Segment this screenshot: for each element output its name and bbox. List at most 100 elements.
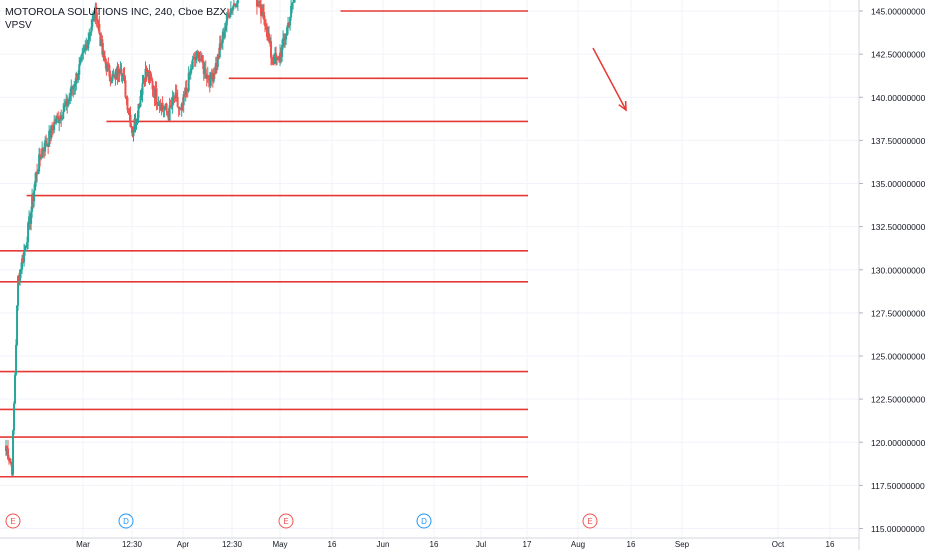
candle-body: [146, 71, 149, 76]
candle-body: [263, 19, 266, 27]
candle-body: [216, 54, 219, 67]
candle-body: [22, 258, 25, 263]
candle-body: [108, 65, 111, 77]
candle-body: [129, 114, 132, 128]
candle-body: [282, 38, 285, 46]
earnings-marker: [582, 513, 598, 529]
earnings-marker-label: E: [587, 517, 592, 526]
candle-body: [200, 55, 203, 61]
candle-body: [285, 35, 288, 40]
candle-body: [73, 86, 76, 88]
candle-body: [31, 196, 34, 212]
candle-body: [69, 95, 72, 98]
candle-body: [78, 64, 81, 75]
candle-body: [91, 19, 94, 28]
candle-body: [209, 72, 212, 86]
candle-body: [162, 106, 165, 110]
time-axis-label: Jul: [476, 540, 486, 549]
candle-body: [226, 13, 229, 15]
candle-body: [280, 52, 283, 57]
candle-body: [169, 105, 172, 107]
candle-body: [95, 6, 98, 19]
candle-body: [26, 242, 29, 247]
earnings-marker: [5, 513, 21, 529]
candle-body: [203, 68, 206, 74]
time-axis-label: 16: [826, 540, 835, 549]
candle-body: [236, 0, 239, 4]
candle-body: [124, 80, 127, 98]
candle-body: [157, 104, 160, 106]
candle-body: [291, 2, 294, 6]
candle-body: [120, 69, 123, 76]
candle-body: [131, 128, 134, 136]
candle-body: [13, 403, 16, 431]
candle-body: [41, 148, 44, 158]
candle-body: [90, 27, 93, 33]
candle-body: [189, 69, 192, 75]
candle-body: [219, 43, 222, 45]
candle-body: [111, 73, 114, 82]
price-axis-label: 135.00000000: [871, 179, 926, 189]
candle-body: [193, 56, 196, 60]
candle-body: [199, 59, 202, 61]
candle-body: [178, 108, 181, 110]
price-axis-label: 142.50000000: [871, 50, 926, 60]
candle-body: [181, 103, 184, 106]
price-axis-label: 122.50000000: [871, 395, 926, 405]
candle-body: [16, 305, 19, 345]
forecast-arrow-head: [618, 100, 627, 112]
candle-body: [87, 39, 90, 49]
candle-body: [66, 98, 69, 106]
candle-body: [186, 89, 189, 91]
candle-body: [271, 57, 274, 59]
candle-body: [100, 39, 103, 47]
candle-body: [202, 63, 205, 74]
candle-body: [212, 73, 215, 82]
candle-body: [103, 51, 106, 59]
candle-body: [33, 190, 36, 202]
candle-body: [112, 73, 115, 76]
forecast-arrow-line: [592, 47, 627, 111]
candle-body: [46, 144, 49, 146]
candle-body: [168, 105, 171, 121]
candle-body: [18, 275, 21, 281]
price-axis-label: 130.00000000: [871, 265, 926, 275]
candle-body: [132, 130, 135, 136]
candle-body: [121, 73, 124, 76]
candle-body: [138, 103, 141, 107]
candle-body: [70, 86, 73, 96]
candle-body: [217, 54, 220, 58]
price-axis-label: 115.00000000: [871, 524, 925, 534]
candle-body: [150, 76, 153, 81]
candle-body: [257, 4, 260, 6]
dividend-marker-label: D: [421, 517, 427, 526]
earnings-marker: [278, 513, 294, 529]
candle-body: [232, 3, 235, 7]
candle-body: [45, 140, 48, 146]
candle-body: [92, 15, 95, 20]
candle-body: [37, 171, 40, 174]
candle-body: [52, 129, 55, 131]
candle-body: [60, 115, 63, 120]
candle-body: [7, 448, 10, 460]
candle-body: [75, 73, 78, 85]
candle-body: [47, 144, 50, 147]
earnings-marker-label: E: [10, 517, 15, 526]
candle-body: [152, 89, 155, 91]
candle-body: [86, 44, 89, 49]
candle-body: [205, 77, 208, 79]
candle-body: [179, 108, 182, 111]
price-axis-label: 140.00000000: [871, 93, 926, 103]
time-axis-label: Aug: [571, 540, 585, 549]
candle-body: [58, 120, 61, 124]
candle-body: [107, 63, 110, 66]
candle-body: [30, 211, 33, 224]
candle-body: [197, 52, 200, 62]
candle-body: [211, 76, 214, 82]
candle-body: [283, 38, 286, 40]
candle-body: [234, 5, 237, 7]
candle-body: [165, 103, 168, 112]
earnings-marker-label: E: [283, 517, 288, 526]
candle-body: [23, 251, 26, 263]
